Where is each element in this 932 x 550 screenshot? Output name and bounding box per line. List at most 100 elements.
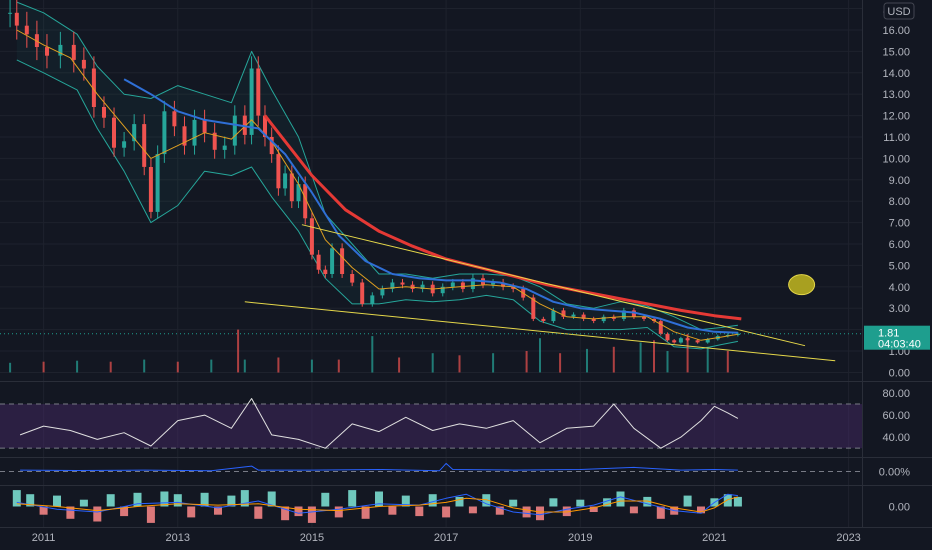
price-candle (501, 282, 506, 287)
price-tick-label: 15.00 (882, 46, 910, 58)
macd-histogram-bar (267, 491, 276, 507)
price-candle (511, 286, 516, 289)
price-candle (34, 34, 39, 47)
current-price-value: 1.81 (878, 328, 899, 340)
price-candle (155, 154, 160, 212)
macd-histogram-bar (562, 506, 571, 517)
volume-bar (398, 357, 401, 373)
short-moving-average-line (16, 29, 738, 341)
macd-histogram-bar (468, 506, 477, 514)
bollinger-lower-line (16, 59, 738, 350)
macd-histogram-bar (348, 490, 357, 507)
price-candle (112, 117, 116, 148)
price-candle (621, 310, 626, 319)
panel-separators[interactable] (0, 0, 932, 528)
price-candle (450, 282, 455, 287)
price-candle (440, 286, 445, 294)
currency-badge-background (883, 2, 915, 20)
macd-histogram-bar (697, 506, 705, 514)
price-candle (531, 297, 536, 319)
macd-histogram-bar (200, 492, 209, 507)
price-candle (470, 278, 475, 289)
price-candle (350, 274, 355, 283)
price-candle (561, 310, 566, 317)
price-panel[interactable] (0, 0, 862, 373)
macd-histogram-bar (240, 490, 249, 507)
price-candle (420, 284, 425, 289)
macd-histogram-bar (522, 506, 531, 518)
macd-histogram-bar (629, 506, 638, 514)
macd-histogram-bar (401, 495, 410, 507)
macd-histogram-bar (683, 495, 692, 507)
macd-histogram-bar (307, 506, 316, 523)
price-candle (162, 111, 167, 155)
volume-bar (277, 357, 280, 373)
price-candle (400, 282, 405, 285)
macd-histogram-bar (334, 506, 343, 518)
macd-histogram-bar (281, 506, 290, 521)
price-candle (249, 68, 254, 135)
annotation-ellipse[interactable] (788, 274, 816, 296)
volume-bar (666, 351, 669, 373)
price-candle (380, 289, 385, 296)
price-candle (672, 340, 677, 343)
price-candle (360, 282, 365, 304)
time-tick-label: 2023 (836, 532, 860, 544)
macd-histogram-bar (656, 506, 665, 519)
price-candle (212, 132, 217, 150)
macd-panel[interactable] (12, 490, 742, 523)
price-tick-label: 10.00 (882, 153, 910, 165)
volume-bar (525, 351, 528, 373)
currency-label: USD (887, 6, 910, 18)
price-candle (289, 173, 294, 202)
chart-grid (0, 0, 862, 527)
trendline (301, 224, 806, 347)
price-candle (283, 173, 288, 189)
macd-histogram-bar (388, 506, 397, 515)
price-tick-label: 3.00 (889, 303, 910, 315)
price-candle (58, 44, 63, 56)
price-candle (340, 248, 345, 274)
price-candle (491, 282, 496, 285)
price-candle (705, 339, 710, 343)
price-tick-label: 8.00 (889, 196, 910, 208)
macd-histogram-bar (549, 498, 558, 507)
time-tick-label: 2013 (166, 532, 190, 544)
volume-bar (337, 359, 340, 373)
macd-histogram-bar (576, 499, 585, 507)
macd-histogram-bar (93, 506, 102, 522)
price-tick-label: 14.00 (882, 68, 910, 80)
price-candle (541, 318, 546, 321)
price-candle (172, 111, 177, 127)
price-candle (232, 115, 237, 146)
macd-histogram-bar (66, 506, 75, 519)
macd-histogram-bar (227, 495, 236, 507)
macd-histogram-bar (733, 496, 742, 507)
time-tick-label: 2019 (568, 532, 592, 544)
price-candle (611, 316, 616, 319)
macd-histogram-bar (723, 494, 732, 507)
rsi-panel[interactable] (0, 398, 862, 449)
currency-badge[interactable]: USD (883, 2, 915, 20)
volume-bar (310, 359, 313, 373)
price-candle (91, 68, 96, 107)
volume-bar (586, 348, 588, 373)
price-tick-label: 0.00 (889, 367, 910, 379)
mid-moving-average-line (123, 78, 738, 334)
macd-histogram-bar (455, 496, 464, 507)
macd-histogram-bar (254, 506, 263, 519)
time-axis[interactable]: 2011 2013 2015 2017 2019 2021 2023 (32, 532, 861, 544)
volume-bar (612, 346, 615, 373)
price-candle (695, 340, 700, 343)
macd-histogram-bar (616, 491, 625, 507)
price-candle (309, 218, 314, 255)
price-candle (316, 254, 321, 270)
price-candle (652, 318, 656, 321)
percent-panel[interactable] (0, 462, 862, 472)
price-candle (132, 124, 137, 142)
macd-histogram-bar (589, 506, 598, 512)
price-candle (263, 115, 267, 137)
price-candle (330, 248, 335, 274)
